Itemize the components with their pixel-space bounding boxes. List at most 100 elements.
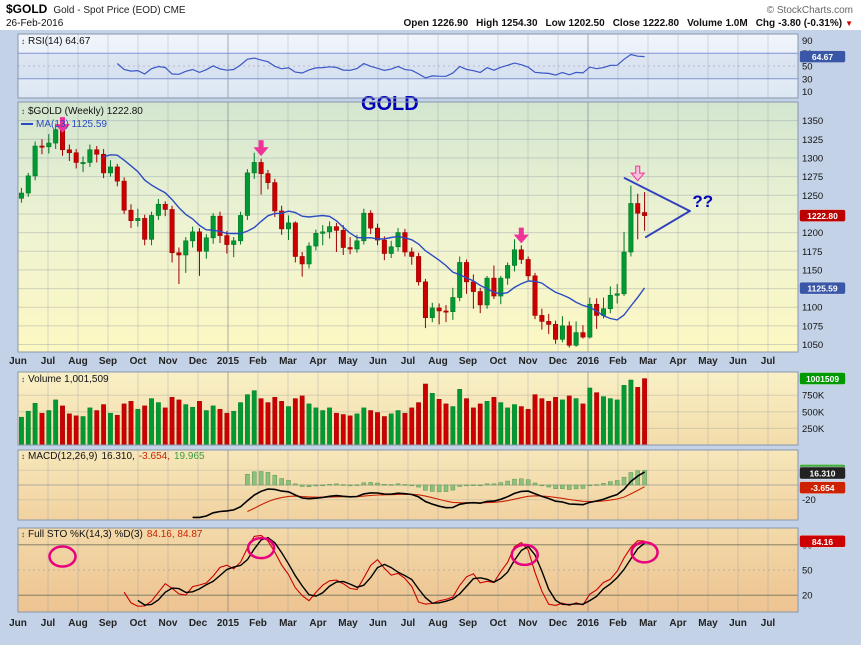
panel-handle-icon[interactable]: ↕	[21, 375, 25, 384]
svg-text:1125.59: 1125.59	[807, 284, 838, 294]
panel-handle-icon[interactable]: ↕	[21, 452, 25, 461]
ma-line	[103, 154, 646, 321]
svg-text:Sep: Sep	[459, 356, 477, 367]
svg-text:1300: 1300	[802, 153, 823, 164]
svg-text:16.310: 16.310	[810, 469, 836, 479]
svg-text:Oct: Oct	[490, 618, 507, 629]
svg-text:Mar: Mar	[279, 618, 297, 629]
svg-text:84.16: 84.16	[812, 537, 834, 547]
svg-text:1175: 1175	[802, 247, 822, 258]
value-flag	[799, 50, 846, 63]
svg-text:Jul: Jul	[761, 356, 776, 367]
svg-text:Jun: Jun	[9, 618, 27, 629]
svg-text:Apr: Apr	[669, 356, 686, 367]
quote-low: Low 1202.50	[545, 18, 605, 29]
quote-volume: Volume 1.0M	[687, 18, 748, 29]
svg-text:Nov: Nov	[159, 618, 178, 629]
svg-text:Nov: Nov	[159, 356, 178, 367]
down-arrow-annotation	[630, 165, 646, 182]
svg-text:64.67: 64.67	[812, 52, 834, 62]
svg-text:50: 50	[802, 62, 813, 73]
svg-text:Oct: Oct	[130, 618, 147, 629]
macd-hist-value: 19.965	[173, 451, 205, 462]
svg-text:1075: 1075	[802, 321, 823, 332]
svg-text:Mar: Mar	[279, 356, 297, 367]
svg-text:Apr: Apr	[309, 618, 326, 629]
stoch-peak-circle	[246, 536, 276, 560]
svg-text:30: 30	[802, 74, 813, 85]
svg-text:Apr: Apr	[669, 618, 686, 629]
chart-header: $GOLD Gold - Spot Price (EOD) CME © Stoc…	[0, 0, 861, 30]
svg-text:-3.654: -3.654	[810, 483, 834, 493]
svg-text:-20: -20	[802, 495, 816, 506]
svg-text:Jun: Jun	[729, 356, 747, 367]
svg-text:Oct: Oct	[130, 356, 147, 367]
quote-high: High 1254.30	[476, 18, 538, 29]
svg-text:Nov: Nov	[519, 618, 538, 629]
panel-handle-icon[interactable]: ↕	[21, 37, 25, 46]
quote-close: Close 1222.80	[612, 18, 680, 29]
chart-date: 26-Feb-2016	[6, 18, 64, 29]
ma-line-swatch	[21, 123, 33, 126]
value-flag	[799, 535, 846, 548]
svg-text:Jun: Jun	[9, 356, 27, 367]
svg-text:250K: 250K	[802, 424, 825, 435]
flag-layer: 64.671222.801125.59100150919.96516.310-3…	[799, 50, 846, 548]
vol-panel-bg	[18, 372, 798, 445]
svg-text:Jul: Jul	[41, 618, 56, 629]
annotation-text: GOLD	[361, 93, 419, 115]
svg-text:750K: 750K	[802, 391, 825, 402]
macd-legend: ↕ MACD(12,26,9) 16.310, -3.654, 19.965	[21, 451, 205, 462]
chg-down-icon: ▼	[845, 19, 853, 28]
price-panel-bg	[18, 102, 798, 352]
stoch-k-line	[123, 534, 645, 607]
svg-text:500K: 500K	[802, 407, 825, 418]
svg-text:Jun: Jun	[369, 618, 387, 629]
chart-canvas: GOLD??Jun Jul Aug Sep Oct Nov Dec 2015 Feb Mar Apr…	[0, 30, 861, 645]
quote-strip: Open 1226.90 High 1254.30 Low 1202.50 Close…	[403, 18, 853, 29]
svg-text:1222.80: 1222.80	[807, 211, 838, 221]
svg-text:Jun: Jun	[369, 356, 387, 367]
annotation-layer: GOLD??	[48, 93, 713, 568]
sto-legend: ↕ Full STO %K(14,3) %D(3) 84.16, 84.87	[21, 529, 202, 540]
price-panel-border	[17, 101, 799, 353]
svg-text:1325: 1325	[802, 135, 823, 146]
macd-signal-line	[247, 486, 645, 512]
svg-text:Mar: Mar	[639, 618, 657, 629]
svg-text:Jul: Jul	[41, 356, 56, 367]
svg-text:Dec: Dec	[189, 356, 208, 367]
macd-line	[192, 471, 646, 519]
rsi-panel-border	[17, 33, 799, 99]
svg-text:Oct: Oct	[490, 356, 507, 367]
ma-legend: MA(13) 1125.59	[21, 119, 107, 130]
down-arrow-annotation	[513, 227, 529, 244]
vol-panel-border	[17, 371, 799, 446]
svg-text:1100: 1100	[802, 303, 822, 314]
series-layer	[18, 53, 648, 607]
value-flag	[799, 372, 846, 385]
stoch-peak-circle	[510, 543, 539, 567]
svg-text:1350: 1350	[802, 116, 823, 127]
svg-text:Feb: Feb	[249, 356, 267, 367]
volume-legend: ↕ Volume 1,001,509	[21, 374, 109, 385]
panel-handle-icon[interactable]: ↕	[21, 530, 25, 539]
rsi-line	[116, 53, 645, 79]
rsi-legend: ↕ RSI(14) 64.67	[21, 36, 90, 47]
panel-handle-icon[interactable]: ↕	[21, 107, 25, 116]
svg-text:Aug: Aug	[68, 618, 87, 629]
svg-text:1250: 1250	[802, 191, 823, 202]
svg-text:90: 90	[802, 36, 813, 47]
annotation-text: ??	[692, 192, 713, 211]
svg-text:Jun: Jun	[729, 618, 747, 629]
svg-text:Apr: Apr	[309, 356, 326, 367]
ma-label: MA(13) 1125.59	[36, 119, 107, 130]
svg-text:Sep: Sep	[99, 618, 117, 629]
svg-text:May: May	[338, 618, 358, 629]
svg-text:2015: 2015	[217, 618, 240, 629]
svg-text:Feb: Feb	[609, 356, 627, 367]
macd-signal-value: -3.654,	[138, 451, 170, 462]
svg-text:1200: 1200	[802, 228, 823, 239]
sto-panel-bg	[18, 528, 798, 612]
down-arrow-annotation	[253, 140, 269, 157]
